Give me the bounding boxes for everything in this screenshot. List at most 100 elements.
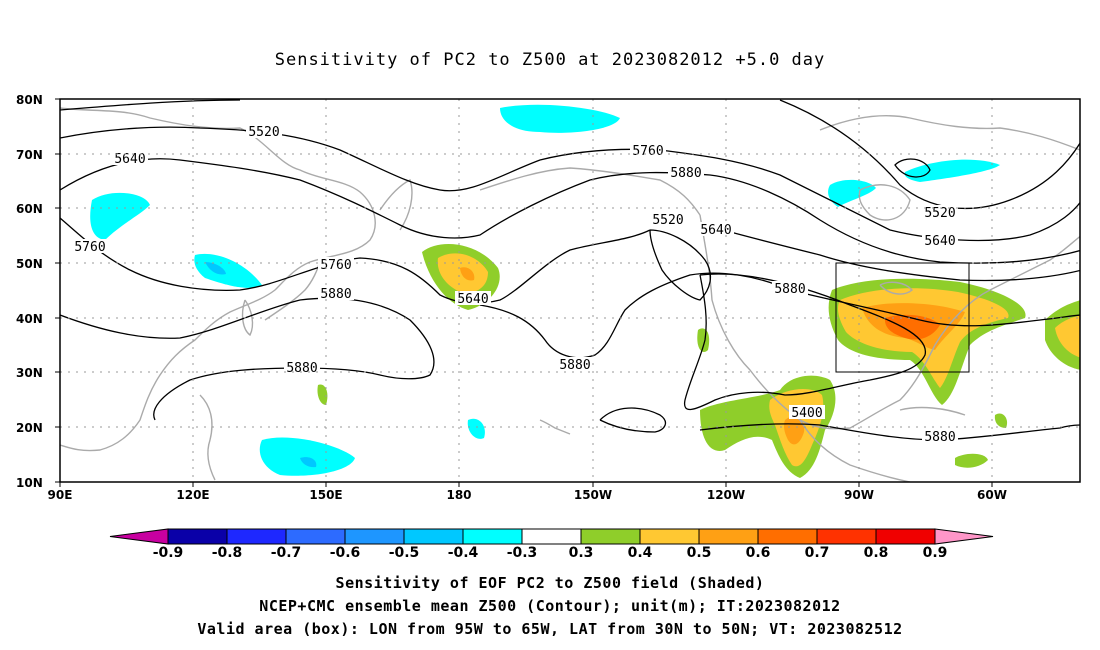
contour-label: 5400 bbox=[791, 406, 822, 421]
x-axis: 90E 120E 150E 180 150W 120W 90W 60W bbox=[48, 482, 1007, 502]
x-tick-label: 90E bbox=[48, 488, 73, 502]
positive-patch bbox=[1055, 315, 1080, 358]
colorbar-swatch bbox=[167, 528, 228, 545]
contour-label-bg bbox=[318, 286, 354, 300]
colorbar-label: -0.7 bbox=[271, 545, 302, 561]
colorbar-swatch bbox=[875, 528, 936, 545]
x-tick-label: 60W bbox=[977, 488, 1007, 502]
contour-label: 5640 bbox=[924, 234, 955, 249]
colorbar-label: -0.8 bbox=[212, 545, 243, 561]
colorbar-label: 0.5 bbox=[687, 545, 712, 561]
contour-label-bg bbox=[922, 429, 958, 443]
contour-label-bg bbox=[668, 165, 704, 179]
coastline-alaska bbox=[479, 167, 701, 216]
x-tick-label: 90W bbox=[844, 488, 874, 502]
contour-label: 5520 bbox=[248, 125, 279, 140]
coastline-taiwan-philippines bbox=[199, 394, 216, 481]
coastline-north-america bbox=[699, 214, 1080, 430]
colorbar-swatch bbox=[403, 528, 464, 545]
y-tick-label: 80N bbox=[16, 93, 43, 107]
negative-patch bbox=[259, 437, 355, 476]
colorbar-label: 0.6 bbox=[746, 545, 771, 561]
negative-patch bbox=[467, 418, 485, 439]
positive-patch bbox=[460, 267, 475, 281]
coastline-korea bbox=[241, 299, 254, 337]
y-tick-label: 30N bbox=[16, 366, 43, 380]
coastline-asia bbox=[60, 107, 376, 452]
x-tick-label: 150W bbox=[574, 488, 612, 502]
contour-label: 5520 bbox=[652, 213, 683, 228]
contour-5760-loop bbox=[649, 229, 712, 301]
footer-shaded-description: Sensitivity of EOF PC2 to Z500 field (Sh… bbox=[335, 574, 765, 592]
contour-5520 bbox=[60, 126, 1080, 242]
coastline-japan bbox=[264, 259, 321, 321]
negative-patch bbox=[90, 192, 150, 240]
negative-patch bbox=[500, 104, 620, 133]
map-title: Sensitivity of PC2 to Z500 at 2023082012… bbox=[274, 50, 826, 70]
shaded-sensitivity bbox=[90, 104, 1080, 478]
contour-label-bg bbox=[650, 212, 686, 226]
contour-label-bg bbox=[455, 291, 491, 305]
contour-5400-a bbox=[60, 99, 241, 111]
contour-label-bg bbox=[318, 257, 354, 271]
colorbar-label: -0.5 bbox=[389, 545, 420, 561]
contour-label: 5760 bbox=[74, 240, 105, 255]
plot-frame bbox=[59, 98, 1081, 483]
positive-patch bbox=[317, 384, 328, 405]
coastline-hudson-bay bbox=[858, 184, 911, 221]
contour-label: 5640 bbox=[700, 223, 731, 238]
colorbar-label: -0.3 bbox=[507, 545, 538, 561]
contour-5760-east bbox=[704, 224, 1080, 282]
contour-label: 5760 bbox=[632, 144, 663, 159]
contour-label: 5760 bbox=[320, 258, 351, 273]
colorbar-swatch bbox=[639, 528, 700, 545]
contour-label-bg bbox=[922, 233, 958, 247]
coastlines bbox=[60, 107, 1080, 482]
y-tick-label: 40N bbox=[16, 312, 43, 326]
x-tick-label: 150E bbox=[309, 488, 342, 502]
colorbar-label: -0.6 bbox=[330, 545, 361, 561]
y-axis: 10N 20N 30N 40N 50N 60N 70N 80N bbox=[16, 93, 60, 490]
coastline-hawaii bbox=[539, 419, 571, 435]
contour-label: 5880 bbox=[774, 282, 805, 297]
contour-5880-mid bbox=[479, 272, 1080, 359]
coastline-cuba bbox=[899, 406, 966, 416]
colorbar-high-triangle bbox=[934, 528, 994, 545]
valid-area-box bbox=[835, 262, 970, 373]
contour-label-bg bbox=[557, 357, 593, 371]
negative-patch bbox=[205, 262, 226, 275]
positive-patch bbox=[994, 413, 1008, 428]
y-tick-label: 50N bbox=[16, 257, 43, 271]
colorbar-swatch bbox=[285, 528, 346, 545]
negative-patch bbox=[194, 253, 262, 288]
contour-label: 5880 bbox=[320, 287, 351, 302]
colorbar-label: 0.4 bbox=[628, 545, 653, 561]
colorbar-label: -0.4 bbox=[448, 545, 479, 561]
y-tick-label: 10N bbox=[16, 476, 43, 490]
contour-label-bg bbox=[698, 222, 734, 236]
contour-label-bg bbox=[72, 239, 108, 253]
footer-contour-description: NCEP+CMC ensemble mean Z500 (Contour); u… bbox=[259, 597, 841, 615]
contour-5760-west bbox=[60, 217, 651, 304]
colorbar-swatch bbox=[462, 528, 523, 545]
sensitivity-map: 5520 5640 5760 5880 5520 5640 5760 5760 5640 5880… bbox=[16, 93, 1081, 561]
contour-5400-b bbox=[779, 99, 1080, 209]
contour-label: 5880 bbox=[670, 166, 701, 181]
colorbar: -0.9 -0.8 -0.7 -0.6 -0.5 -0.4 -0.3 0.3 0.4 0.5 0.6… bbox=[109, 528, 994, 561]
y-tick-label: 20N bbox=[16, 421, 43, 435]
contour-label-bg bbox=[112, 151, 148, 165]
colorbar-label: -0.9 bbox=[153, 545, 184, 561]
colorbar-label: 0.3 bbox=[569, 545, 594, 561]
contour-label-bg bbox=[630, 143, 666, 157]
coastline-kamchatka bbox=[379, 179, 413, 231]
contour-5880-south bbox=[599, 407, 667, 433]
contour-label-bg bbox=[246, 124, 282, 138]
negative-patch bbox=[828, 179, 876, 207]
colorbar-swatch bbox=[521, 528, 582, 545]
contour-label: 5880 bbox=[924, 430, 955, 445]
contour-label-bg bbox=[284, 360, 320, 374]
coastline-central-america bbox=[799, 419, 911, 482]
contour-5880-loop bbox=[683, 273, 926, 411]
contour-label-layer: 5520 5640 5760 5880 5520 5640 5760 5760 5640 5880… bbox=[72, 124, 958, 445]
colorbar-label: 0.8 bbox=[864, 545, 889, 561]
